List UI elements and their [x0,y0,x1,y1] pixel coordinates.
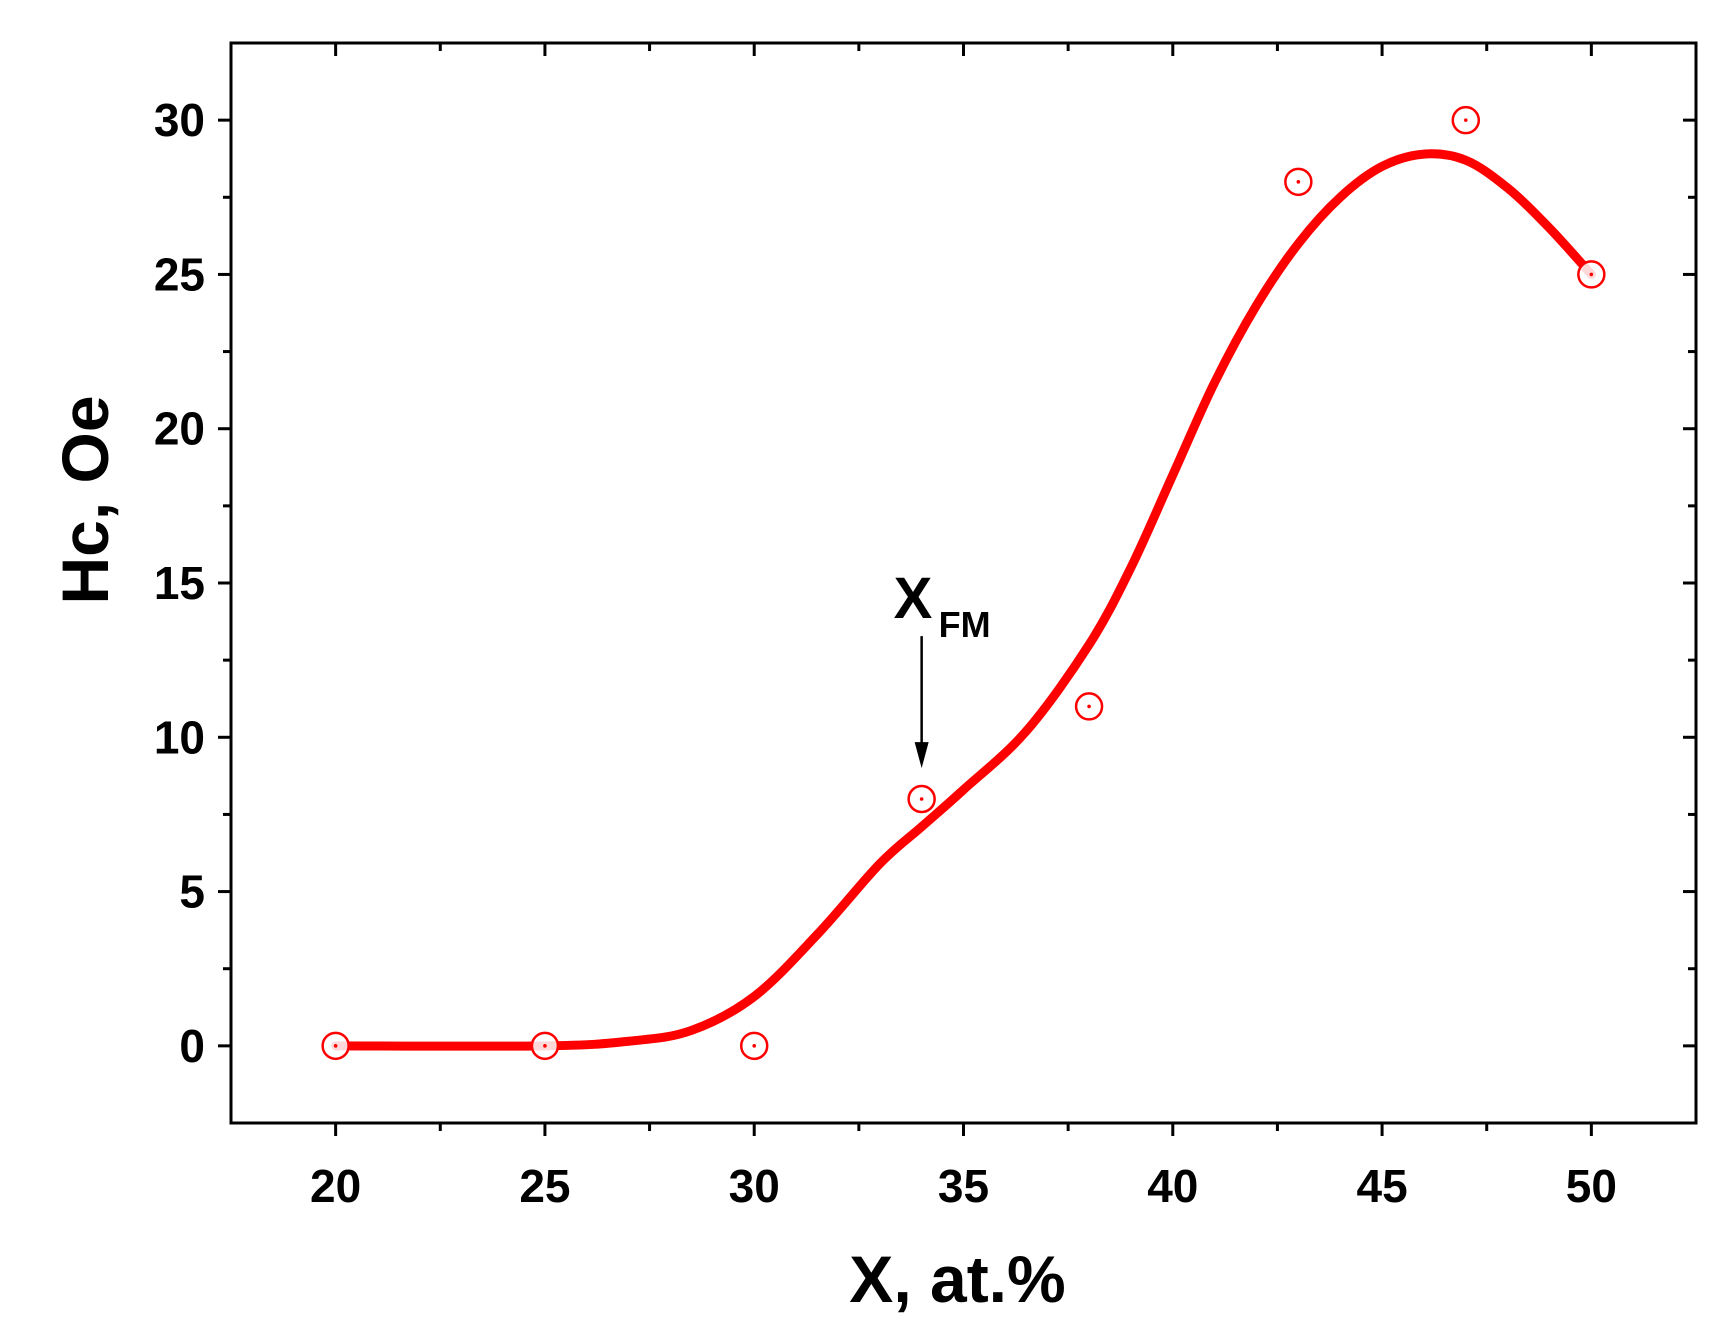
xfm-annotation: X FM [894,566,991,769]
y-tick-label: 20 [154,403,205,455]
x-tick-label: 50 [1566,1160,1617,1212]
tick-labels: 20 25 30 35 40 45 50 0 5 10 15 20 25 30 [154,94,1617,1212]
y-tick-label: 25 [154,248,205,300]
annotation-subscript-text: FM [939,604,991,645]
data-point-dot [1463,118,1468,122]
data-point [907,784,936,814]
annotation-arrow-head [914,742,929,769]
data-point-dot [1087,704,1091,709]
data-point-dot [919,797,924,801]
y-tick-label: 0 [179,1020,205,1072]
y-tick-label: 15 [154,557,205,609]
data-point [1577,260,1606,289]
x-axis-title: X, at.% [849,1242,1065,1316]
x-tick-label: 45 [1356,1160,1407,1212]
data-point-dot [752,1044,757,1048]
x-tick-label: 40 [1147,1160,1198,1212]
plot-frame [229,41,1698,1125]
y-tick-label: 10 [154,711,205,763]
data-point-dot [1589,272,1594,277]
x-tick-label: 35 [938,1160,989,1212]
data-point [530,1031,560,1061]
data-points [321,105,1606,1061]
data-point [1451,105,1481,135]
data-point [1284,167,1313,197]
x-tick-label: 20 [310,1160,361,1212]
data-point-dot [333,1044,338,1048]
x-tick-label: 25 [519,1160,570,1212]
axis-ticks [218,43,1696,1136]
y-tick-label: 5 [179,866,205,918]
fit-curve-line [331,149,1596,1051]
data-point [1074,692,1104,721]
y-axis-title: Hc, Oe [48,395,122,604]
y-tick-label: 30 [154,94,205,146]
data-point [321,1031,350,1061]
x-tick-label: 30 [729,1160,780,1212]
data-point [739,1031,769,1061]
annotation-main-text: X [894,566,933,631]
data-point-dot [543,1044,547,1048]
data-point-dot [1296,180,1301,184]
